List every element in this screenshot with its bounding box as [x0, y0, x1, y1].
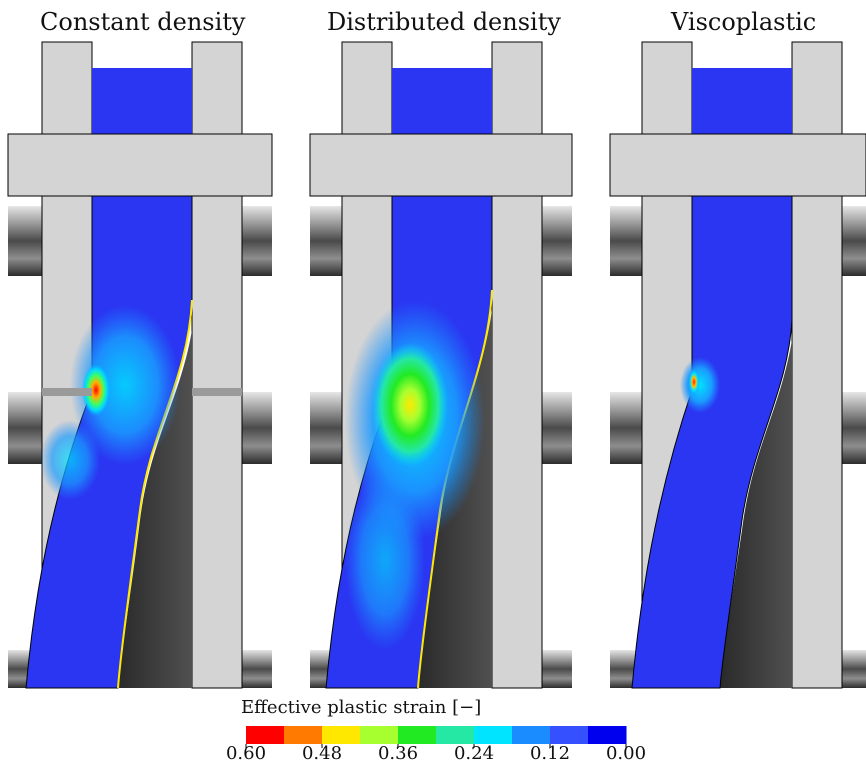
panel-distributed-density [309, 41, 573, 689]
strain-hotspot [688, 368, 700, 396]
strain-contour [70, 305, 180, 465]
upper-die-left [341, 41, 393, 141]
upper-die-right [191, 41, 243, 141]
roller [542, 392, 572, 464]
lower-die-right [191, 195, 243, 689]
roller [842, 206, 866, 276]
upper-die-left [641, 41, 693, 141]
strain-hotspot [372, 343, 448, 467]
roller [242, 650, 272, 688]
legend-tick: 0.36 [377, 743, 419, 764]
upper-die-right [491, 41, 543, 141]
clamp-bar [7, 133, 273, 197]
clamp-bar [609, 133, 866, 197]
roller [610, 206, 642, 276]
panel-title-distributed-density: Distributed density [327, 8, 561, 36]
clamp-bar [309, 133, 573, 197]
specimen-shadow [720, 340, 792, 688]
strain-hotspot [82, 364, 110, 416]
roller [542, 206, 572, 276]
legend-color-segment [284, 726, 323, 744]
panel-viscoplastic [609, 41, 866, 689]
legend-tick: 0.24 [453, 743, 495, 764]
strain-contour [345, 470, 425, 650]
legend-color-segment [512, 726, 551, 744]
legend-color-segment [436, 726, 475, 744]
roller [610, 392, 642, 464]
roller [242, 392, 272, 464]
specimen-edge [117, 299, 193, 689]
panel-title-viscoplastic: Viscoplastic [671, 8, 817, 36]
legend-color-segment [322, 726, 361, 744]
legend-colorbar [245, 726, 627, 748]
roller [8, 206, 42, 276]
panel-constant-density [7, 41, 273, 689]
upper-die-right [791, 41, 843, 141]
roller [310, 206, 342, 276]
lower-die-right [491, 195, 543, 689]
legend-color-segment [360, 726, 399, 744]
legend-color-segment [246, 726, 285, 744]
legend-tick: 0.00 [605, 743, 647, 764]
upper-die-left [41, 41, 93, 141]
roller [242, 206, 272, 276]
strain-contour [40, 420, 100, 500]
legend-color-segment [588, 726, 627, 744]
roller [842, 392, 866, 464]
legend-tick: 0.60 [225, 743, 267, 764]
strain-contour [680, 357, 720, 413]
lower-die-right [791, 195, 843, 689]
legend-color-segment [550, 726, 589, 744]
die-corner [42, 388, 92, 396]
roller [542, 650, 572, 688]
die-corner [192, 388, 242, 396]
roller [8, 392, 42, 464]
specimen-body [631, 195, 793, 689]
roller [842, 650, 866, 688]
legend-tick: 0.48 [301, 743, 343, 764]
legend-tick: 0.12 [529, 743, 571, 764]
legend-title: Effective plastic strain [−] [241, 697, 482, 718]
roller [310, 392, 342, 464]
legend-color-segment [474, 726, 513, 744]
legend-color-segment [398, 726, 437, 744]
panel-title-constant-density: Constant density [40, 8, 246, 36]
